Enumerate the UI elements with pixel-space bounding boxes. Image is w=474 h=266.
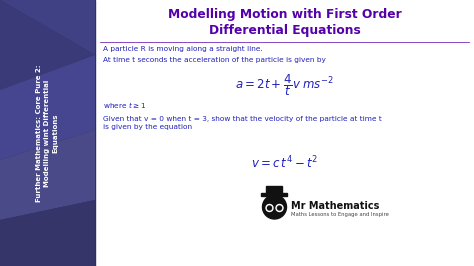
Polygon shape <box>0 130 95 220</box>
Text: Modelling Motion with First Order: Modelling Motion with First Order <box>168 8 401 21</box>
Polygon shape <box>0 200 95 266</box>
Circle shape <box>277 206 282 210</box>
Text: where $t \geq 1$: where $t \geq 1$ <box>103 100 146 110</box>
Text: $a = 2t + \dfrac{4}{t}v\; ms^{-2}$: $a = 2t + \dfrac{4}{t}v\; ms^{-2}$ <box>235 72 334 98</box>
Text: Given that v = 0 when t = 3, show that the velocity of the particle at time t
is: Given that v = 0 when t = 3, show that t… <box>103 116 382 131</box>
Circle shape <box>276 205 283 211</box>
Text: Further Mathematics: Core Pure 2:
Modelling wint Differential
Equations: Further Mathematics: Core Pure 2: Modell… <box>36 64 58 202</box>
Text: Maths Lessons to Engage and Inspire: Maths Lessons to Engage and Inspire <box>292 212 389 217</box>
Text: Mr Mathematics: Mr Mathematics <box>292 201 380 211</box>
Circle shape <box>266 205 273 211</box>
Text: At time t seconds the acceleration of the particle is given by: At time t seconds the acceleration of th… <box>103 57 326 63</box>
Text: A particle R is moving along a straight line.: A particle R is moving along a straight … <box>103 46 263 52</box>
Circle shape <box>263 195 286 219</box>
Polygon shape <box>0 0 95 90</box>
Bar <box>0 0 95 266</box>
Text: $v = c\,t^{4} - t^{2}$: $v = c\,t^{4} - t^{2}$ <box>251 155 318 172</box>
Circle shape <box>267 206 272 210</box>
Text: Differential Equations: Differential Equations <box>209 24 360 37</box>
Bar <box>262 193 288 196</box>
Polygon shape <box>0 55 95 160</box>
Polygon shape <box>0 0 95 55</box>
Bar <box>266 186 283 194</box>
